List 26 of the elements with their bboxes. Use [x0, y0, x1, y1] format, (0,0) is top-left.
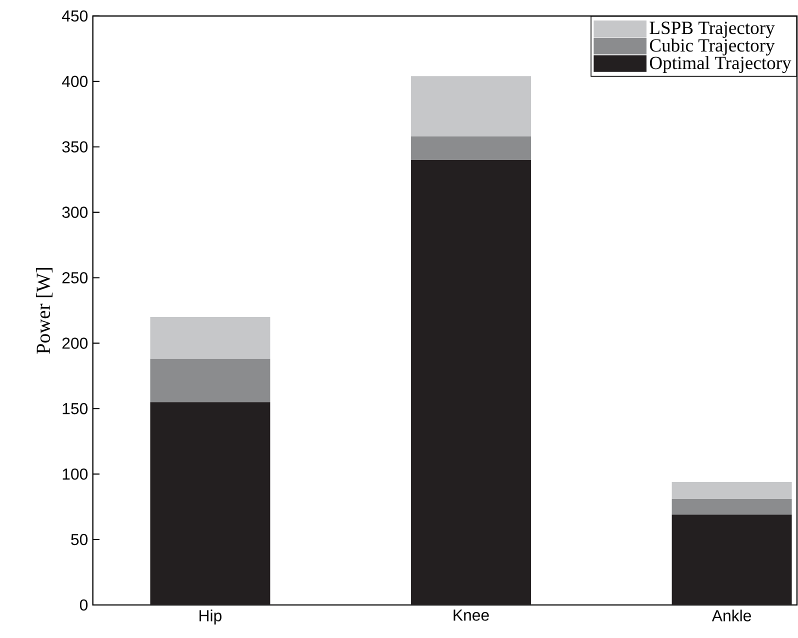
bar — [672, 498, 792, 515]
bar — [150, 358, 270, 402]
y-tick-label: 50 — [71, 534, 88, 546]
bar — [150, 402, 270, 606]
y-tick-label: 0 — [80, 599, 88, 611]
legend-label: Cubic Trajectory — [650, 38, 775, 56]
x-tick-label: Hip — [200, 610, 222, 625]
y-tick-label: 250 — [62, 272, 88, 284]
legend-label: Optimal Trajectory — [650, 56, 792, 74]
y-tick-label: 400 — [62, 76, 88, 88]
x-tick-label: Knee — [454, 610, 489, 621]
bar — [672, 514, 792, 606]
y-axis-title: Power [W] — [36, 268, 53, 354]
y-tick-label: 200 — [62, 338, 88, 349]
y-tick-label: 150 — [62, 403, 88, 414]
x-tick-label: Ankle — [712, 610, 751, 622]
y-tick-label: 350 — [62, 141, 88, 153]
y-tick-label: 300 — [62, 206, 88, 218]
legend-label: LSPB Trajectory — [650, 22, 775, 38]
y-tick-label: 450 — [62, 10, 88, 22]
bar — [411, 136, 531, 160]
bar — [672, 482, 792, 499]
bar — [150, 317, 270, 359]
bar — [411, 160, 531, 606]
y-tick-label: 100 — [62, 468, 88, 480]
bar — [411, 76, 531, 136]
